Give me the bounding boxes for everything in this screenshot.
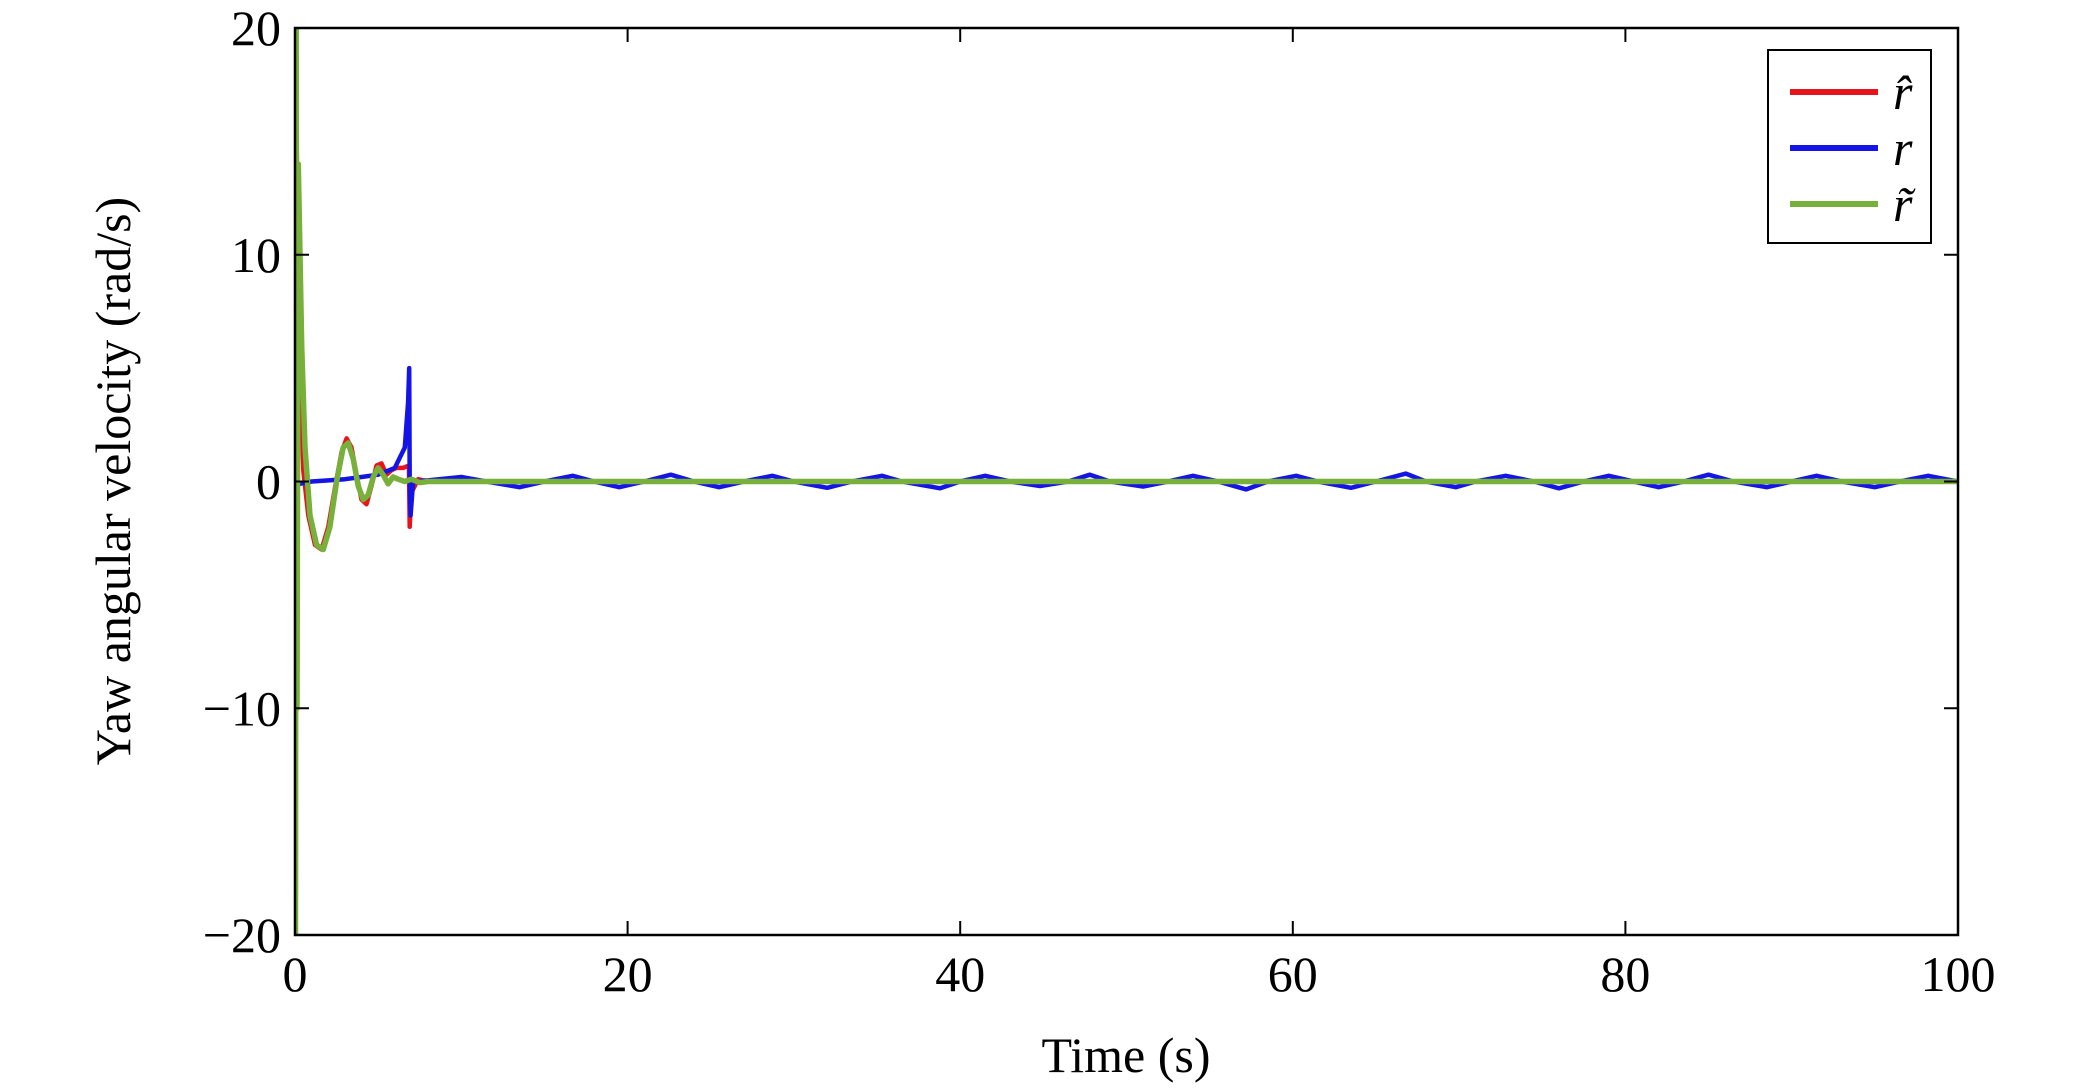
x-tick-label-1: 20 <box>603 946 653 1002</box>
legend: r̂ r r̃ <box>1767 49 1932 244</box>
series-line-r-tilde <box>295 28 1958 935</box>
y-tick-label-1: −10 <box>203 680 281 736</box>
y-tick-label-0: −20 <box>203 907 281 963</box>
x-tick-label-4: 80 <box>1600 946 1650 1002</box>
legend-label-r-hat: r̂ <box>1893 64 1913 120</box>
y-tick-label-4: 20 <box>231 0 281 56</box>
x-tick-label-2: 40 <box>935 946 985 1002</box>
legend-label-r: r <box>1893 120 1913 176</box>
y-tick-label-2: 0 <box>256 454 281 510</box>
legend-label-r-tilde: r̃ <box>1893 176 1916 232</box>
series-layer <box>295 28 1958 935</box>
y-axis-title: Yaw angular velocity (rad/s) <box>85 197 141 765</box>
x-tick-label-5: 100 <box>1921 946 1996 1002</box>
x-tick-label-3: 60 <box>1268 946 1318 1002</box>
y-tick-label-3: 10 <box>231 227 281 283</box>
x-axis-title: Time (s) <box>1041 1027 1210 1083</box>
tick-layer: 0 20 40 60 80 100 −20 −10 0 10 20 <box>203 0 1996 1002</box>
x-tick-label-0: 0 <box>283 946 308 1002</box>
